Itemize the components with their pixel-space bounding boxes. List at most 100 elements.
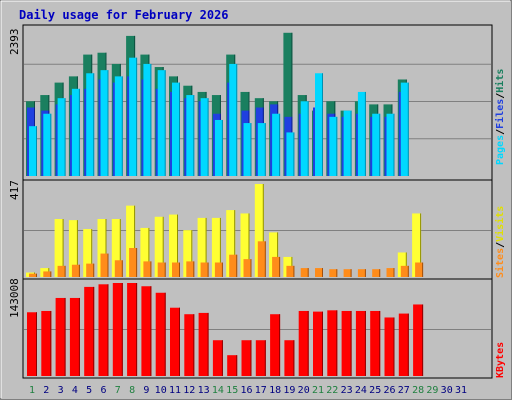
sites-bar-edge xyxy=(250,259,252,277)
kbytes-bar-edge xyxy=(193,314,195,376)
pages-bar-edge xyxy=(93,73,95,176)
pages-bar-day-18 xyxy=(272,113,281,176)
sites-bar-day-12 xyxy=(186,261,195,277)
pages-bar-day-12 xyxy=(186,95,195,176)
chart-title: Daily usage for February 2026 xyxy=(19,8,229,22)
legend-separator: / xyxy=(495,129,506,135)
day-label-4: 4 xyxy=(72,385,78,396)
sites-bar-day-8 xyxy=(129,248,138,277)
kbytes-bar-day-25 xyxy=(370,310,381,376)
kbytes-bar-day-11 xyxy=(170,307,180,376)
pages-bar-day-16 xyxy=(243,123,252,176)
kbytes-bar-edge xyxy=(336,310,338,376)
sites-bar-edge xyxy=(393,268,395,277)
kbytes-bar-edge xyxy=(322,311,323,376)
sites-bar-edge xyxy=(364,269,366,277)
kbytes-bar-edge xyxy=(307,310,309,376)
kbytes-bar-edge xyxy=(350,310,352,376)
visits-bar-edge xyxy=(134,205,136,277)
sites-bar-day-2 xyxy=(43,271,52,277)
sites-bar-day-22 xyxy=(329,269,338,277)
visits-bar-day-15 xyxy=(226,210,236,277)
legend-kbytes: KBytes xyxy=(495,342,506,378)
sites-bar-day-5 xyxy=(86,263,95,277)
hits-bar-day-19 xyxy=(283,32,293,177)
pages-bar-day-6 xyxy=(100,70,109,176)
sites-bar-day-7 xyxy=(114,260,123,277)
sites-bar-day-23 xyxy=(343,269,352,277)
kbytes-bar-day-14 xyxy=(212,340,223,376)
kbytes-bar-day-6 xyxy=(98,284,109,376)
top-max-label: 2393 xyxy=(8,29,21,56)
kbytes-bar-edge xyxy=(393,317,395,376)
pages-bar-edge xyxy=(293,132,295,176)
day-label-30: 30 xyxy=(441,385,453,396)
visits-bar-edge xyxy=(148,227,150,277)
visits-bar-day-14 xyxy=(211,217,221,277)
kbytes-bar-day-26 xyxy=(384,317,395,376)
pages-bar-edge xyxy=(322,73,323,176)
day-label-17: 17 xyxy=(255,385,267,396)
visits-bar-day-6 xyxy=(97,219,107,277)
pages-bar-edge xyxy=(379,113,381,176)
sites-bar-edge xyxy=(107,253,109,277)
sites-bar-edge xyxy=(50,271,52,277)
sites-bar-edge xyxy=(307,268,309,277)
day-label-29: 29 xyxy=(426,385,438,396)
kbytes-bar-edge xyxy=(250,340,252,376)
day-label-16: 16 xyxy=(240,385,252,396)
visits-bar-day-12 xyxy=(183,230,193,277)
sites-bar-edge xyxy=(407,265,409,277)
sites-bar-edge xyxy=(164,262,166,277)
pages-bar-day-10 xyxy=(157,70,166,176)
legend-sites: Sites xyxy=(494,248,506,278)
pages-bar-day-3 xyxy=(57,98,66,176)
sites-bar-day-27 xyxy=(400,265,409,277)
pages-bar-edge xyxy=(64,98,66,176)
kbytes-bar-edge xyxy=(364,310,366,376)
visits-bar-edge xyxy=(234,210,236,277)
sites-bar-day-14 xyxy=(214,262,223,277)
bottom-legend: KBytes xyxy=(495,342,506,378)
kbytes-bar-edge xyxy=(93,286,95,376)
legend-visits: Visits xyxy=(494,206,506,242)
visits-bar-day-9 xyxy=(140,227,150,277)
day-label-8: 8 xyxy=(129,385,135,396)
day-label-2: 2 xyxy=(43,385,49,396)
pages-bar-edge xyxy=(207,98,209,176)
pages-bar-edge xyxy=(136,57,138,177)
bar-marks xyxy=(26,32,424,376)
kbytes-bar-day-20 xyxy=(298,310,309,376)
sites-bar-day-3 xyxy=(57,265,66,277)
visits-bar-edge xyxy=(177,214,178,277)
kbytes-bar-edge xyxy=(121,283,123,376)
visits-bar-day-17 xyxy=(254,184,264,277)
day-label-22: 22 xyxy=(326,385,338,396)
pages-bar-edge xyxy=(407,82,409,176)
sites-bar-day-11 xyxy=(172,262,180,277)
kbytes-bar-edge xyxy=(179,307,180,376)
kbytes-bar-edge xyxy=(264,340,266,376)
day-label-10: 10 xyxy=(155,385,167,396)
visits-bar-day-13 xyxy=(197,217,207,277)
kbytes-bar-edge xyxy=(407,313,409,376)
visits-bar-edge xyxy=(162,216,164,277)
sites-bar-day-18 xyxy=(272,256,281,277)
sites-bar-edge xyxy=(207,262,209,277)
kbytes-bar-edge xyxy=(279,314,281,376)
kbytes-bar-edge xyxy=(64,297,66,376)
sites-bar-edge xyxy=(379,269,381,277)
pages-bar-day-24 xyxy=(357,91,366,176)
kbytes-bar-day-27 xyxy=(398,313,409,376)
kbytes-bar-edge xyxy=(164,292,166,376)
day-label-9: 9 xyxy=(143,385,149,396)
sites-bar-edge xyxy=(422,262,424,277)
pages-bar-day-21 xyxy=(315,73,323,176)
visits-bar-edge xyxy=(105,219,107,277)
kbytes-bar-day-19 xyxy=(284,340,295,376)
visits-bar-edge xyxy=(262,184,264,277)
pages-bar-edge xyxy=(107,70,109,176)
kbytes-bar-edge xyxy=(379,310,381,376)
pages-bar-day-1 xyxy=(29,126,37,176)
